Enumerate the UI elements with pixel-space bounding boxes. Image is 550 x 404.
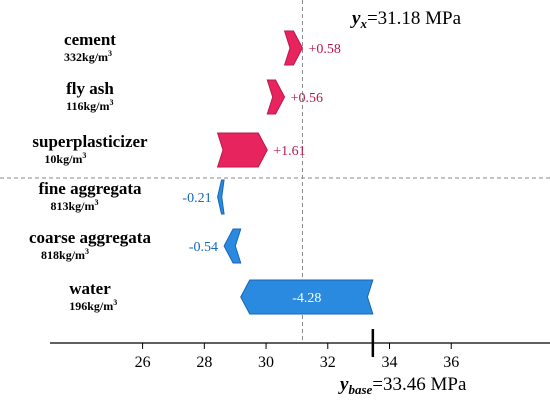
bar-fine-aggregata [217, 179, 225, 215]
x-tick-label: 36 [443, 354, 459, 371]
guide-lines [0, 0, 550, 343]
contribution-label: -0.54 [189, 240, 218, 255]
output-value-annotation: yx=31.18 MPa [350, 8, 462, 31]
x-tick-label: 26 [135, 354, 151, 371]
bar-fly-ash [266, 79, 286, 115]
contribution-bars [216, 30, 374, 315]
contribution-label: +0.58 [308, 42, 340, 57]
x-axis: 26 28 30 32 34 36 [50, 329, 550, 371]
feature-name: cement [64, 30, 116, 49]
x-tick-label: 28 [196, 354, 212, 371]
x-tick-label: 30 [258, 354, 274, 371]
feature-value: 813kg/m3 [50, 198, 98, 213]
bar-coarse-aggregata [223, 228, 242, 264]
feature-value: 818kg/m3 [41, 247, 89, 262]
feature-name: fine aggregata [38, 179, 142, 198]
bar-superplasticizer [216, 132, 268, 168]
feature-value: 196kg/m3 [69, 298, 117, 313]
base-value-annotation: ybase=33.46 MPa [338, 374, 467, 397]
feature-value: 332kg/m3 [64, 49, 112, 64]
feature-value: 10kg/m3 [44, 151, 86, 166]
bar-cement [283, 30, 304, 66]
contribution-label: -0.21 [182, 191, 211, 206]
feature-name: water [69, 279, 111, 298]
feature-name: coarse aggregata [29, 228, 151, 247]
feature-name: fly ash [66, 79, 114, 98]
contribution-label: +0.56 [291, 91, 323, 106]
contribution-label: +1.61 [273, 144, 305, 159]
x-tick-label: 32 [320, 354, 336, 371]
feature-value: 116kg/m3 [66, 98, 113, 113]
contribution-label: -4.28 [292, 291, 321, 306]
x-tick-label: 34 [382, 354, 398, 371]
feature-name: superplasticizer [32, 132, 148, 151]
bar-water [240, 279, 374, 315]
